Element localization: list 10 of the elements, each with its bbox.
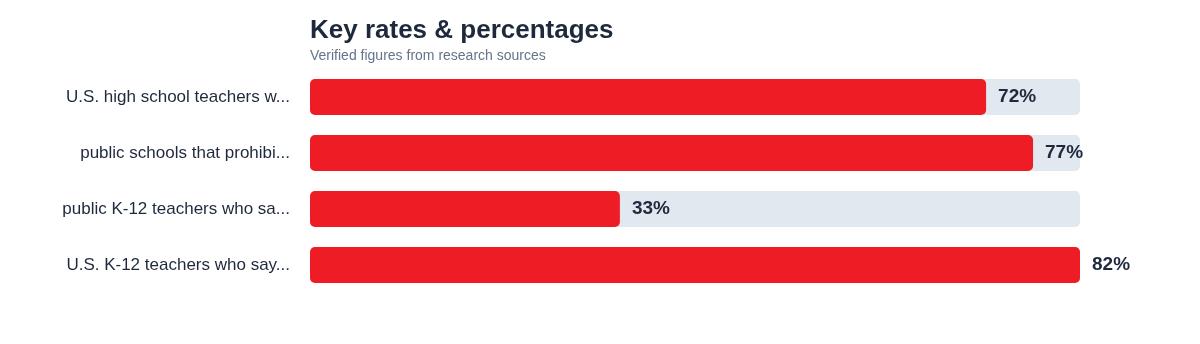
y-tick-label: U.S. high school teachers w... bbox=[66, 86, 290, 106]
chart-title: Key rates & percentages bbox=[310, 14, 614, 45]
y-tick-label: public schools that prohibi... bbox=[80, 142, 290, 162]
data-label: 77% bbox=[1045, 141, 1084, 163]
data-label: 72% bbox=[998, 85, 1037, 107]
data-label: 33% bbox=[631, 197, 671, 219]
chart-subtitle: Verified figures from research sources bbox=[310, 47, 546, 63]
y-tick-label: public K-12 teachers who sa... bbox=[62, 198, 290, 218]
y-tick-label: U.S. K-12 teachers who say... bbox=[66, 254, 290, 274]
data-label: 82% bbox=[1092, 253, 1131, 275]
